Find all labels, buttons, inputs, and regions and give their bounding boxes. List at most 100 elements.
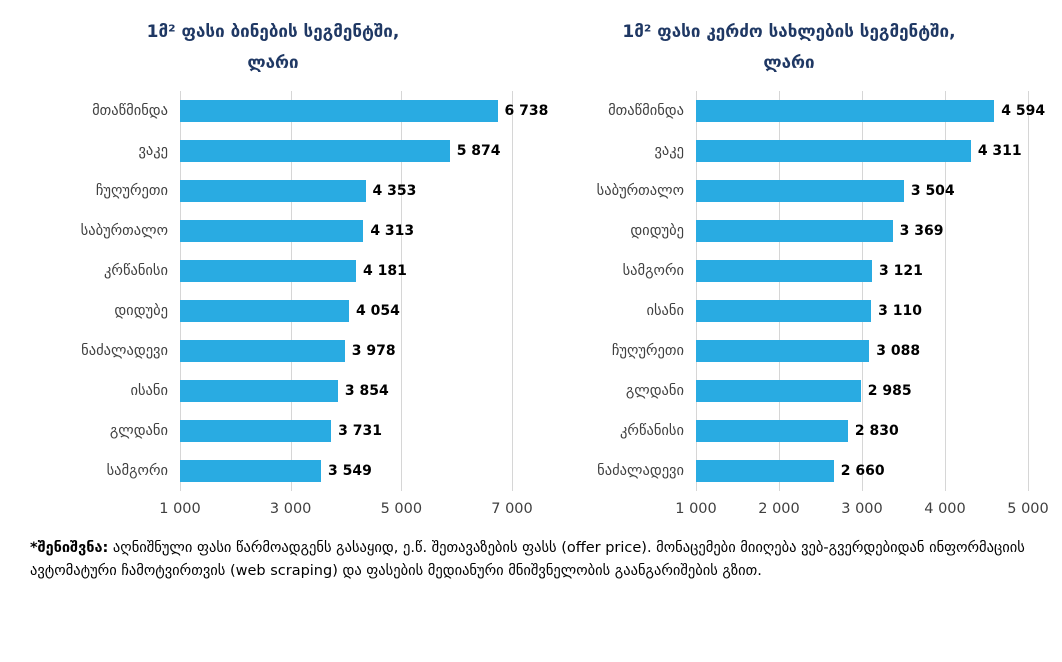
value-label: 6 738: [504, 103, 549, 120]
bar-chart-apartments: მთაწმინდა ვაკე ჩუღურეთი საბურთალო კრწანისი დი…: [34, 91, 548, 517]
bar: [180, 460, 322, 483]
x-tick-label: 3 000: [841, 501, 883, 518]
bar: [696, 180, 904, 203]
bar: [180, 420, 332, 443]
x-tick-label: 4 000: [924, 501, 966, 518]
bar: [180, 180, 366, 203]
bar: [696, 460, 834, 483]
category-axis: მთაწმინდა ვაკე საბურთალო დიდუბე სამგორი ისანი…: [550, 91, 696, 491]
gridline: [512, 91, 513, 492]
value-label: 5 874: [456, 143, 501, 160]
category-label: გლდანი: [625, 383, 684, 400]
bar: [180, 260, 356, 283]
category-label: მთაწმინდა: [608, 103, 684, 120]
bar: [180, 100, 498, 123]
x-tick-label: 5 000: [1007, 501, 1049, 518]
bar-row: 3 549: [180, 451, 512, 491]
value-label: 2 830: [854, 423, 899, 440]
x-tick-label: 7 000: [491, 501, 533, 518]
bar-row: 3 854: [180, 371, 512, 411]
bar-row: 3 110: [696, 291, 1028, 331]
category-label: ჩუღურეთი: [611, 343, 684, 360]
chart-subtitle-houses: ლარი: [763, 52, 815, 73]
bar: [696, 100, 995, 123]
category-label: ვაკე: [654, 143, 684, 160]
bar: [180, 380, 338, 403]
category-label: დიდუბე: [630, 223, 684, 240]
bar-row: 4 181: [180, 251, 512, 291]
bar-row: 3 369: [696, 211, 1028, 251]
bar-row: 6 738: [180, 91, 548, 131]
category-label: ვაკე: [138, 143, 168, 160]
bar-row: 2 985: [696, 371, 1028, 411]
category-label: გლდანი: [109, 423, 168, 440]
bar: [696, 140, 971, 163]
gridline: [290, 91, 292, 492]
chart-panel-apartments: 1მ² ფასი ბინების სეგმენტში, ლარი მთაწმინ…: [34, 16, 549, 517]
gridline: [862, 91, 863, 492]
bar: [180, 300, 349, 323]
x-tick-label: 2 000: [758, 501, 800, 518]
value-label: 2 660: [840, 463, 885, 480]
value-label: 3 110: [878, 303, 922, 320]
value-label: 3 369: [899, 223, 944, 240]
bar: [696, 300, 872, 323]
bar-row: 3 731: [180, 411, 512, 451]
category-label: ჩუღურეთი: [95, 183, 168, 200]
category-label: კრწანისი: [104, 263, 168, 280]
plot-area: 6 738 5 874 4 353 4 313 4 181 4 054 3 978 3 854…: [159, 91, 548, 517]
bars-layer: 6 738 5 874 4 353 4 313 4 181 4 054 3 978 3 854…: [180, 91, 548, 491]
charts-row: 1მ² ფასი ბინების სეგმენტში, ლარი მთაწმინ…: [34, 16, 1049, 517]
bar-row: 4 594: [696, 91, 1045, 131]
category-label: საბურთალო: [80, 223, 168, 240]
bar-row: 4 353: [180, 171, 512, 211]
gridline: [945, 91, 946, 492]
category-label: კრწანისი: [620, 423, 684, 440]
gridline: [696, 91, 697, 492]
bar-row: 2 660: [696, 451, 1028, 491]
value-label: 4 054: [355, 303, 400, 320]
x-tick-label: 5 000: [380, 501, 423, 518]
chart-title-houses: 1მ² ფასი კერძო სახლების სეგმენტში,: [622, 22, 956, 42]
bar: [180, 220, 364, 243]
category-label: დიდუბე: [114, 303, 168, 320]
bar-row: 5 874: [180, 131, 512, 171]
bars-layer: 4 594 4 311 3 504 3 369 3 121 3 110 3 088 2 985…: [696, 91, 1045, 491]
value-label: 3 121: [879, 263, 923, 280]
category-label: ნაძალადევი: [597, 463, 684, 480]
category-label: მთაწმინდა: [92, 103, 168, 120]
category-label: სამგორი: [106, 463, 168, 480]
gridline: [401, 91, 403, 492]
category-label: ისანი: [646, 303, 684, 320]
bar-row: 3 088: [696, 331, 1028, 371]
category-label: ნაძალადევი: [81, 343, 168, 360]
value-label: 3 978: [351, 343, 396, 360]
bar: [696, 220, 893, 243]
value-label: 2 985: [867, 383, 912, 400]
bar-row: 4 311: [696, 131, 1028, 171]
footnote-text: აღნიშნული ფასი წარმოადგენს გასაყიდ, ე.წ.…: [30, 540, 1025, 580]
value-label: 3 504: [910, 183, 955, 200]
value-label: 3 854: [344, 383, 389, 400]
chart-subtitle-apartments: ლარი: [247, 52, 299, 73]
footnote: *შენიშვნა: აღნიშნული ფასი წარმოადგენს გა…: [30, 537, 1026, 583]
gridline: [779, 91, 780, 492]
x-tick-label: 1 000: [675, 501, 717, 518]
bar-row: 3 504: [696, 171, 1028, 211]
category-label: ისანი: [130, 383, 168, 400]
bar-chart-houses: მთაწმინდა ვაკე საბურთალო დიდუბე სამგორი ისანი…: [550, 91, 1049, 517]
category-label: სამგორი: [622, 263, 684, 280]
footnote-label: *შენიშვნა:: [30, 540, 109, 557]
gridline: [180, 91, 181, 492]
x-tick-label: 1 000: [159, 501, 201, 518]
x-axis: 1 000 3 000 5 000 7 000: [159, 491, 533, 521]
bar: [696, 420, 848, 443]
value-label: 4 313: [370, 223, 415, 240]
chart-panel-houses: 1მ² ფასი კერძო სახლების სეგმენტში, ლარი …: [550, 16, 1049, 517]
bar-row: 4 054: [180, 291, 512, 331]
bar: [180, 340, 345, 363]
bar: [180, 140, 450, 163]
value-label: 4 311: [977, 143, 1022, 160]
value-label: 4 181: [363, 263, 407, 280]
bar-row: 4 313: [180, 211, 512, 251]
